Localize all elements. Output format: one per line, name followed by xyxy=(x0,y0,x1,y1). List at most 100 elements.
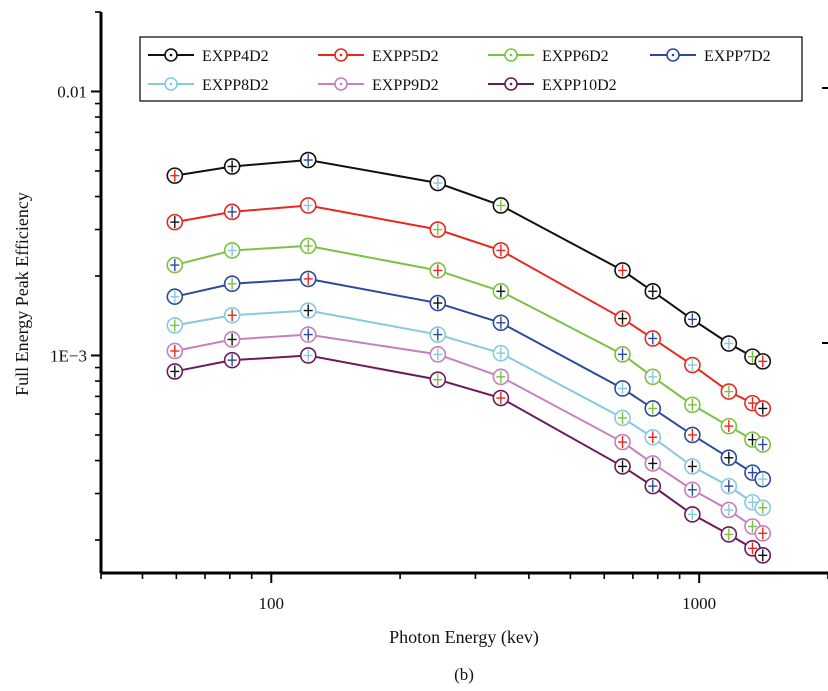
data-point xyxy=(299,302,317,319)
data-point xyxy=(223,275,241,293)
legend-label: EXPP10D2 xyxy=(542,77,617,94)
legend-marker-dot xyxy=(671,53,675,57)
data-point xyxy=(429,221,447,238)
data-point xyxy=(299,347,317,364)
legend-label: EXPP6D2 xyxy=(542,48,609,65)
data-point xyxy=(684,311,701,328)
legend-marker-dot xyxy=(509,82,513,86)
data-point xyxy=(492,368,510,386)
legend-label: EXPP7D2 xyxy=(704,48,771,65)
data-point xyxy=(754,400,772,417)
data-point xyxy=(684,396,701,414)
data-point xyxy=(492,344,510,362)
data-point xyxy=(299,326,317,343)
data-point xyxy=(614,409,631,427)
data-point xyxy=(492,197,510,214)
series-EXPP4D2 xyxy=(166,151,772,370)
y-tick-label: 0.01 xyxy=(57,82,87,101)
data-point xyxy=(166,256,184,274)
series-EXPP8D2 xyxy=(166,302,772,517)
series-EXPP6D2 xyxy=(166,237,772,453)
series-EXPP7D2 xyxy=(166,270,772,488)
data-point xyxy=(684,458,701,475)
legend-marker-dot xyxy=(169,53,173,57)
series-line xyxy=(174,354,764,557)
data-point xyxy=(644,477,662,495)
legend-item-EXPP4D2: EXPP4D2 xyxy=(148,48,269,65)
data-point xyxy=(754,525,772,542)
data-point xyxy=(299,151,317,169)
data-point xyxy=(223,203,241,221)
data-point xyxy=(684,506,701,523)
data-point xyxy=(429,174,447,192)
data-point xyxy=(720,417,738,435)
data-point xyxy=(429,262,447,279)
data-point xyxy=(754,499,772,517)
data-point xyxy=(166,213,184,231)
data-point xyxy=(754,436,772,453)
data-point xyxy=(614,262,631,279)
legend-item-EXPP5D2: EXPP5D2 xyxy=(318,48,439,65)
data-point xyxy=(166,317,184,334)
data-point xyxy=(166,167,184,184)
data-point xyxy=(223,242,241,259)
legend: EXPP4D2 EXPP5D2 EXPP6D2 EXPP7D2 EXPP8D2 EXPP9… xyxy=(139,36,803,102)
data-point xyxy=(223,331,241,348)
data-point xyxy=(614,458,631,475)
legend-item-EXPP8D2: EXPP8D2 xyxy=(148,77,269,94)
data-point xyxy=(166,288,184,305)
data-point xyxy=(223,158,241,175)
data-point xyxy=(429,294,447,312)
series-line xyxy=(174,244,764,446)
data-point xyxy=(644,455,662,472)
series-layer xyxy=(166,151,772,564)
y-tick-label: 1E−3 xyxy=(50,346,87,365)
legend-item-EXPP10D2: EXPP10D2 xyxy=(488,77,617,94)
series-line xyxy=(174,159,764,363)
series-line xyxy=(174,277,764,481)
series-EXPP9D2 xyxy=(166,326,772,542)
data-point xyxy=(720,477,738,495)
legend-label: EXPP4D2 xyxy=(202,48,269,65)
data-point xyxy=(684,356,701,374)
data-point xyxy=(684,426,701,444)
data-point xyxy=(720,526,738,543)
legend-label: EXPP8D2 xyxy=(202,77,269,94)
data-point xyxy=(299,197,317,214)
data-point xyxy=(614,380,631,397)
data-point xyxy=(223,351,241,369)
legend-marker-dot xyxy=(509,53,513,57)
data-point xyxy=(720,449,738,467)
x-tick-label: 100 xyxy=(259,594,285,613)
series-EXPP10D2 xyxy=(166,347,772,564)
data-point xyxy=(166,363,184,380)
data-point xyxy=(644,330,662,347)
data-point xyxy=(299,237,317,255)
data-point xyxy=(299,270,317,288)
data-point xyxy=(720,501,738,519)
data-point xyxy=(429,326,447,343)
data-point xyxy=(429,346,447,363)
legend-label: EXPP9D2 xyxy=(372,77,439,94)
axes: 100 1000 0.01 1E−3 xyxy=(50,11,828,613)
data-point xyxy=(754,547,772,564)
data-point xyxy=(492,389,510,407)
data-point xyxy=(644,400,662,417)
legend-marker-dot xyxy=(169,82,173,86)
legend-label: EXPP5D2 xyxy=(372,48,439,65)
data-point xyxy=(754,353,772,370)
data-point xyxy=(166,342,184,360)
legend-marker-dot xyxy=(339,53,343,57)
series-line xyxy=(174,333,764,535)
data-point xyxy=(684,481,701,499)
data-point xyxy=(429,371,447,388)
legend-box xyxy=(139,36,803,102)
data-point xyxy=(644,428,662,446)
data-point xyxy=(614,433,631,451)
data-point xyxy=(492,283,510,300)
data-point xyxy=(720,335,738,352)
y-axis-title: Full Energy Peak Efficiency xyxy=(12,192,32,396)
legend-marker-dot xyxy=(339,82,343,86)
data-point xyxy=(614,346,631,363)
